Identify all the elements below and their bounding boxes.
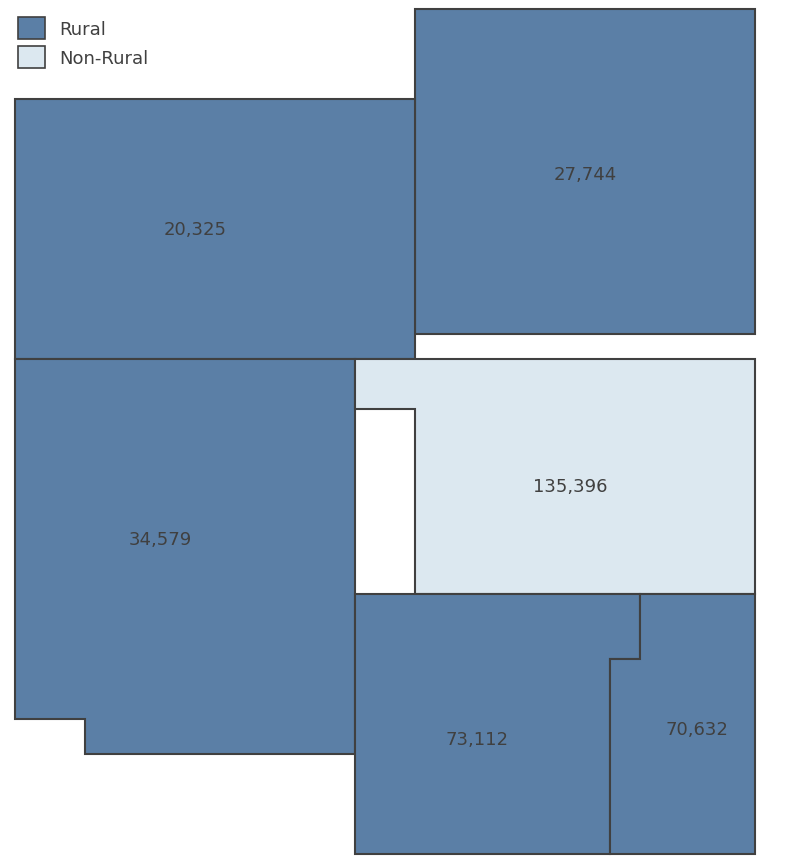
- Text: 20,325: 20,325: [163, 220, 227, 238]
- Polygon shape: [415, 10, 755, 335]
- Text: 27,744: 27,744: [554, 166, 617, 183]
- Polygon shape: [355, 594, 640, 854]
- Polygon shape: [610, 594, 755, 854]
- Text: 70,632: 70,632: [665, 720, 729, 738]
- Polygon shape: [15, 100, 415, 360]
- Text: 73,112: 73,112: [445, 730, 508, 748]
- Text: 34,579: 34,579: [128, 530, 192, 548]
- Polygon shape: [15, 360, 355, 754]
- Legend: Rural, Non-Rural: Rural, Non-Rural: [9, 9, 158, 78]
- Text: 135,396: 135,396: [533, 478, 607, 495]
- Polygon shape: [355, 360, 755, 594]
